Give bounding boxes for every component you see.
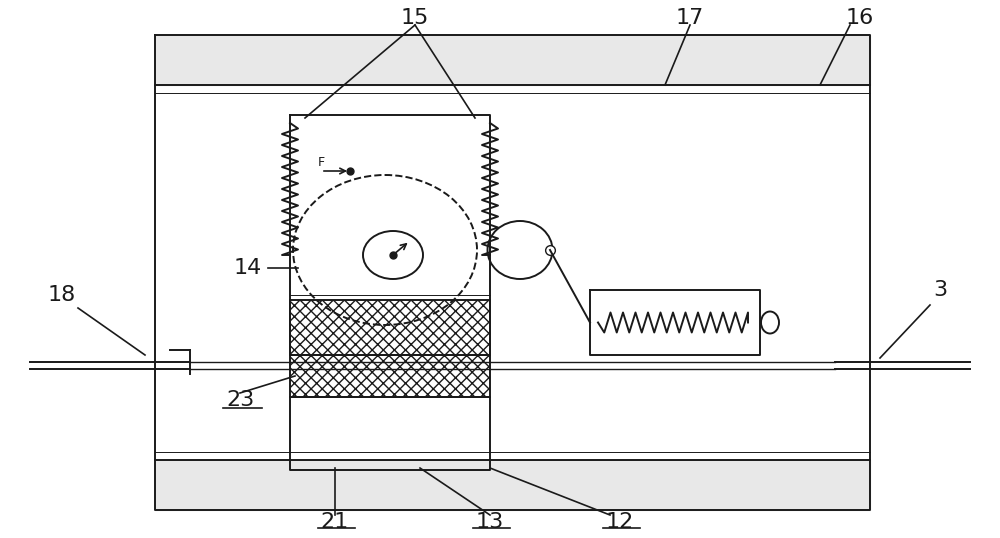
Ellipse shape [488, 221, 552, 279]
Text: 23: 23 [226, 390, 254, 410]
Ellipse shape [761, 312, 779, 334]
Text: 21: 21 [321, 512, 349, 532]
Text: 13: 13 [476, 512, 504, 532]
Text: 15: 15 [401, 8, 429, 28]
Text: 16: 16 [846, 8, 874, 28]
Bar [290, 355, 490, 397]
Text: 14: 14 [234, 258, 262, 278]
Text: F: F [318, 157, 325, 169]
Text: 3: 3 [933, 280, 947, 300]
Bar [290, 300, 490, 355]
Text: 18: 18 [48, 285, 76, 305]
Text: 12: 12 [606, 512, 634, 532]
Text: 17: 17 [676, 8, 704, 28]
